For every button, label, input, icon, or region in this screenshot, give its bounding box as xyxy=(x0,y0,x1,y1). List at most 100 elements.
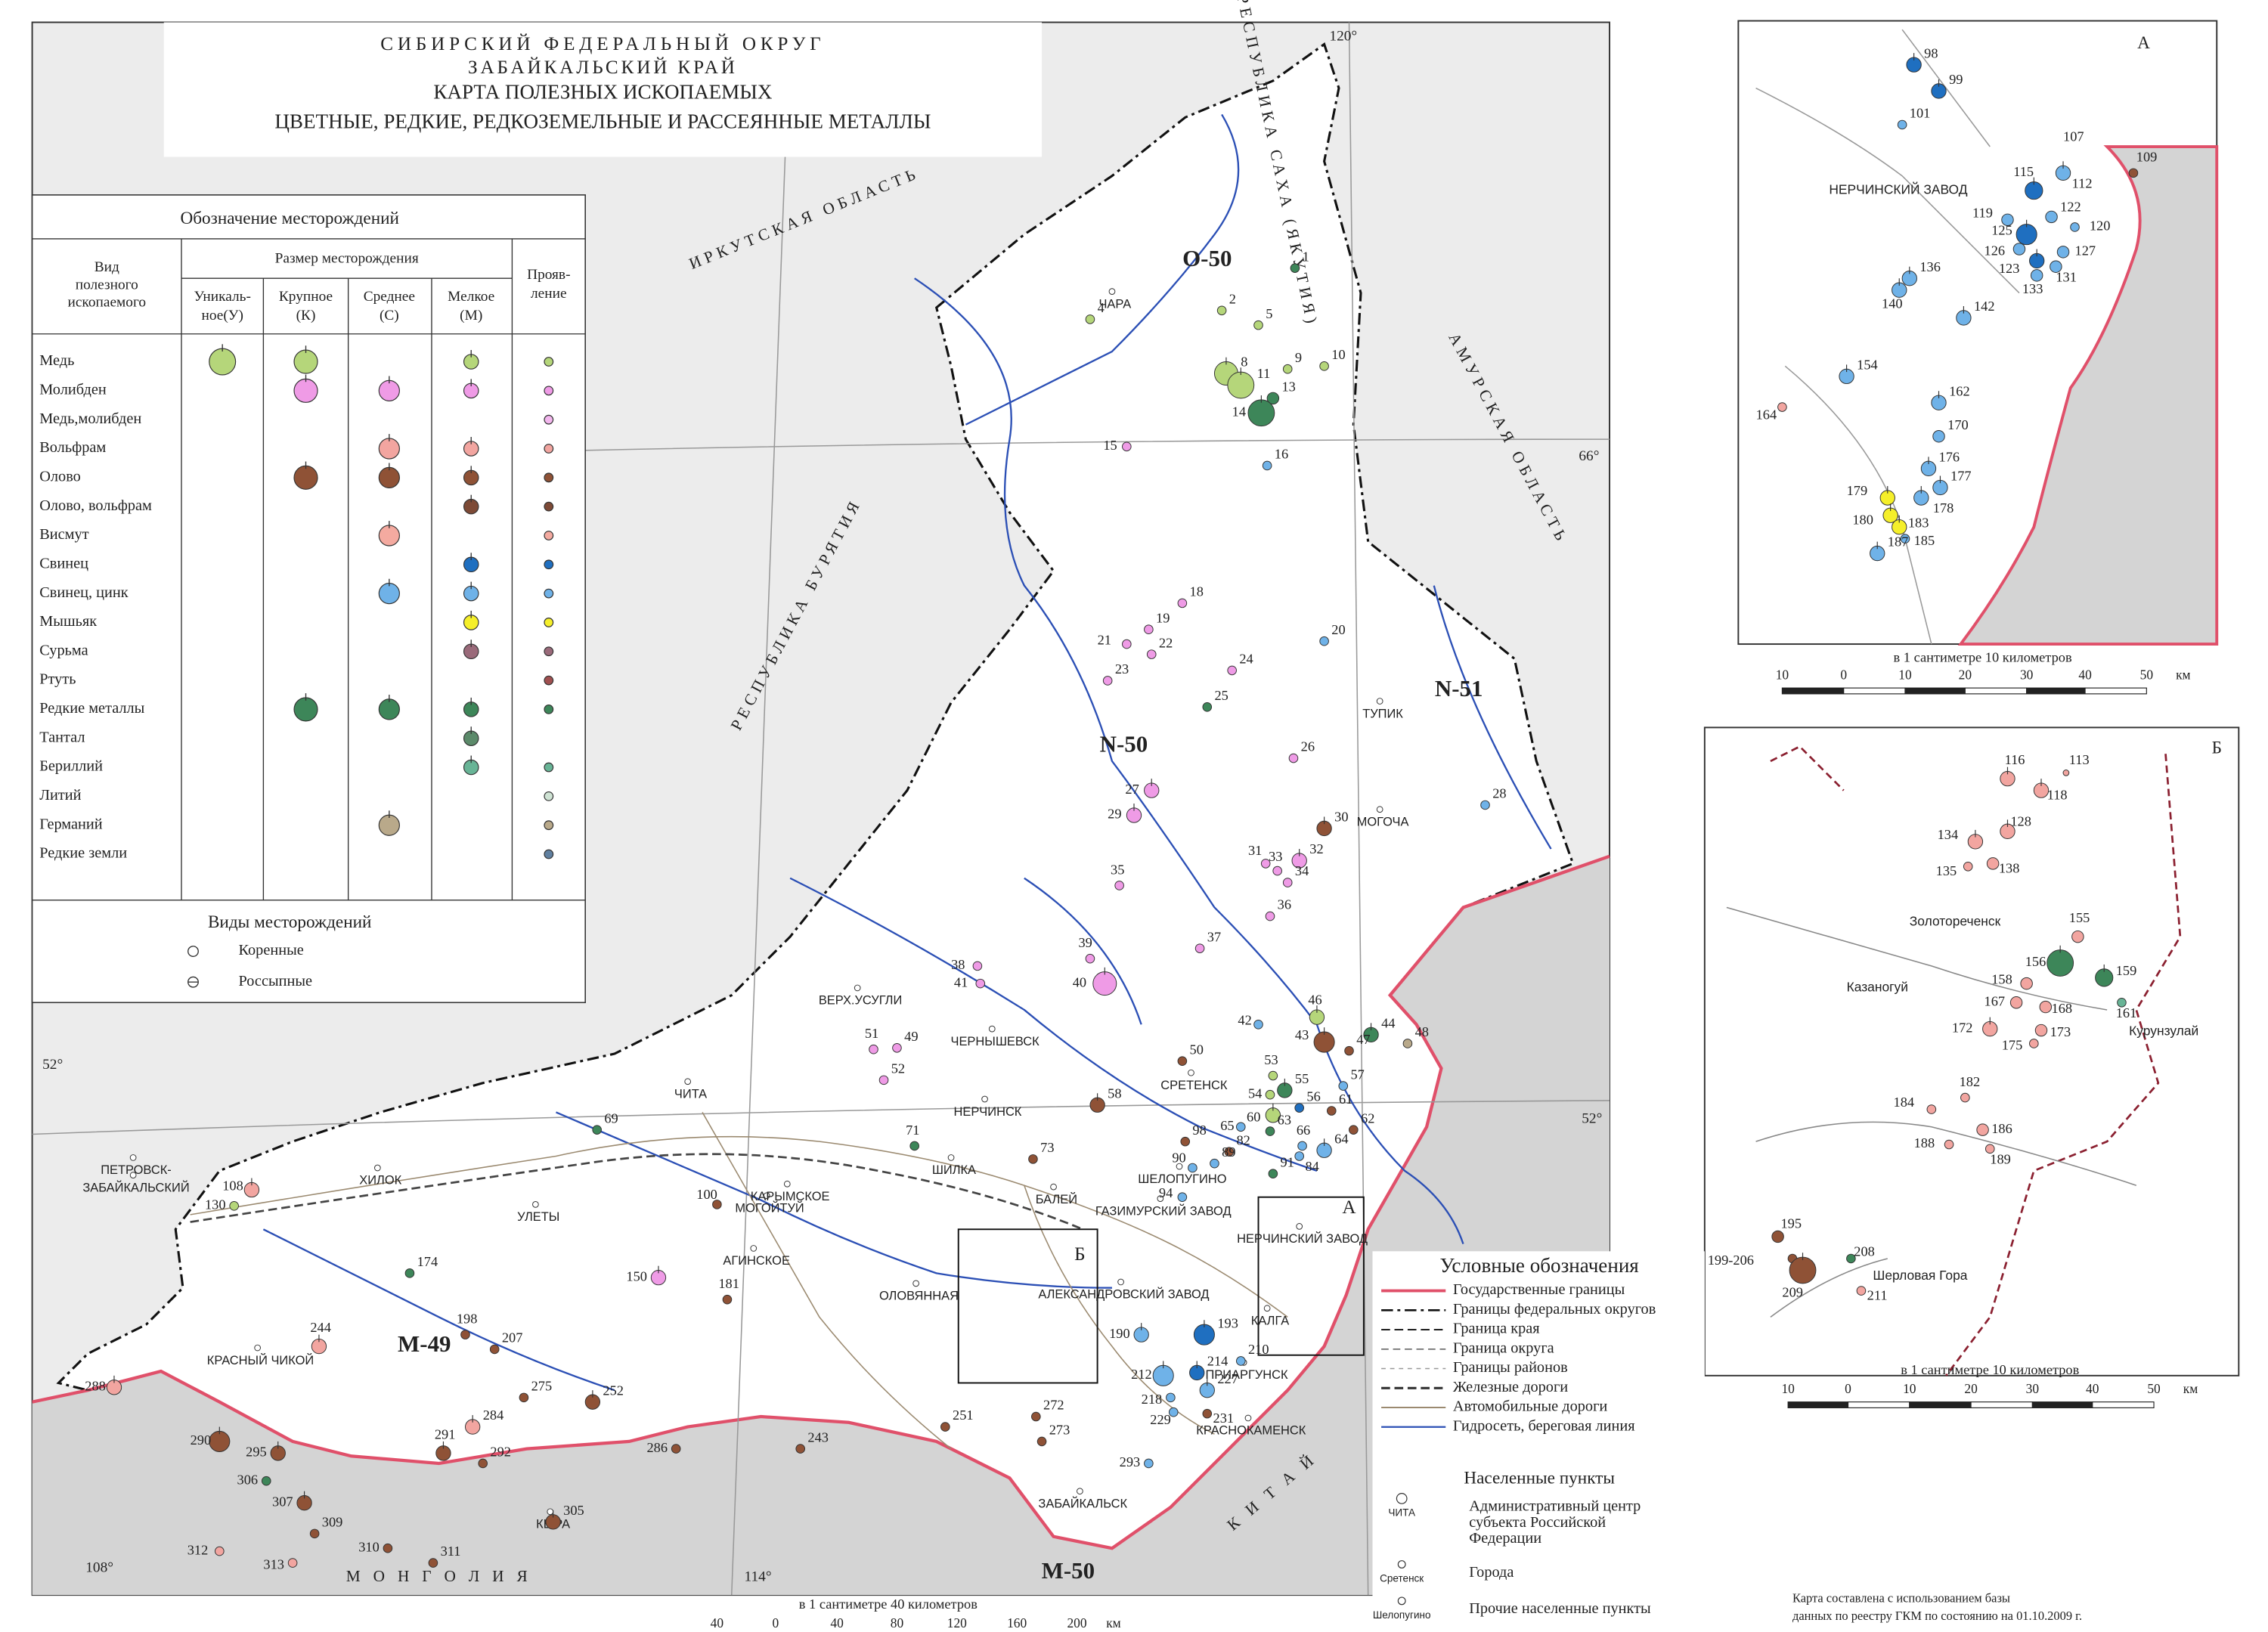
deposit-number: 41 xyxy=(954,974,968,989)
deposit-number: 40 xyxy=(1073,974,1086,989)
deposit-number: 273 xyxy=(1049,1423,1070,1438)
scale-tick-label: 50 xyxy=(2147,1381,2161,1396)
deposit-number: 286 xyxy=(646,1440,668,1455)
deposit-marker xyxy=(1102,676,1113,686)
deposit-marker xyxy=(1177,1192,1188,1202)
deposit-number: 9 xyxy=(1295,350,1302,365)
note-line: Карта составлена с использованием базы xyxy=(1792,1591,2010,1606)
legend-symbol xyxy=(378,525,400,547)
settlement-symbol xyxy=(547,1508,554,1516)
deposit-marker xyxy=(2062,770,2070,776)
deposit-marker xyxy=(1166,1392,1176,1403)
deposit-marker xyxy=(892,1042,902,1053)
inset-place: Курунзулай xyxy=(2129,1023,2198,1039)
settlement-label: Прочие населенные пункты xyxy=(1469,1600,1651,1617)
legend-symbol xyxy=(378,466,400,488)
deposit-marker xyxy=(1122,441,1132,452)
deposit-number: 155 xyxy=(2069,910,2090,925)
deposit-marker xyxy=(1338,1081,1349,1091)
deposit-number: 109 xyxy=(2136,150,2158,165)
deposit-marker xyxy=(1268,1070,1278,1081)
deposit-number: 22 xyxy=(1159,635,1173,650)
deposit-number: 275 xyxy=(531,1379,553,1394)
deposit-number: 65 xyxy=(1220,1118,1234,1133)
scale-tick-label: 30 xyxy=(2020,667,2034,683)
deposit-marker xyxy=(1846,1253,1856,1264)
deposit-number: 209 xyxy=(1782,1285,1803,1300)
deposit-number: 58 xyxy=(1108,1085,1121,1101)
deposit-marker xyxy=(1986,857,2000,870)
deposit-number: 168 xyxy=(2052,1001,2073,1016)
deposit-marker xyxy=(1168,1407,1179,1417)
deposit-number: 127 xyxy=(2075,243,2096,259)
deposit-marker xyxy=(2117,997,2127,1008)
scale-tick-label: 120 xyxy=(947,1615,967,1630)
inset-letter: А xyxy=(2137,33,2150,53)
legend-symbol xyxy=(544,618,554,627)
scale-segment xyxy=(1787,1401,1849,1408)
deposit-number: 293 xyxy=(1120,1454,1141,1469)
settlement-symbol xyxy=(1108,288,1116,295)
legend-symbol xyxy=(544,675,554,686)
size-col-header: (М) xyxy=(460,308,482,324)
deposit-number: 66 xyxy=(1297,1123,1310,1138)
deposit-marker xyxy=(2015,224,2037,246)
legend-symbol xyxy=(544,762,554,773)
deposit-marker xyxy=(1963,861,1973,872)
deposit-marker xyxy=(1944,1139,1954,1150)
place-label: ШИЛКА xyxy=(932,1163,976,1177)
deposit-number: 172 xyxy=(1952,1020,1973,1035)
deposit-marker xyxy=(1926,1104,1937,1114)
inset-b xyxy=(1703,726,2240,1377)
deposit-number: 212 xyxy=(1131,1367,1152,1382)
graticule-label: 52° xyxy=(42,1057,63,1073)
place-label: НЕРЧИНСКИЙ ЗАВОД xyxy=(1237,1231,1368,1246)
deposit-number: 123 xyxy=(1999,261,2020,276)
deposit-marker xyxy=(592,1125,602,1135)
deposit-marker xyxy=(878,1075,889,1085)
deposit-marker xyxy=(1265,1089,1275,1100)
place-label: ЧЕРНЫШЕВСК xyxy=(951,1035,1040,1048)
deposit-marker xyxy=(1932,430,1945,443)
convention-label: Автомобильные дороги xyxy=(1453,1398,1607,1415)
deposit-number: 89 xyxy=(1222,1144,1235,1160)
mineral-name: Бериллий xyxy=(39,758,103,775)
scale-caption: в 1 сантиметре 10 километров xyxy=(1901,1362,2079,1377)
deposit-number: 44 xyxy=(1381,1016,1395,1031)
deposit-marker xyxy=(1777,402,1787,412)
title-line: СИБИРСКИЙ ФЕДЕРАЛЬНЫЙ ОКРУГ xyxy=(380,33,825,54)
inset-a-frame xyxy=(1257,1196,1365,1356)
deposit-marker xyxy=(404,1268,415,1278)
deposit-number: 15 xyxy=(1103,438,1117,453)
settlement-symbol xyxy=(532,1201,539,1208)
deposit-number: 116 xyxy=(2005,752,2025,767)
legend-table: Обозначение месторождений Вид полезного иск… xyxy=(32,209,586,989)
place-label: ПРИАРГУНСК xyxy=(1205,1368,1288,1382)
deposit-marker xyxy=(1085,314,1095,324)
deposit-number: 309 xyxy=(322,1515,343,1530)
deposit-marker xyxy=(1960,1092,1970,1103)
deposit-number: 159 xyxy=(2116,963,2137,978)
deposit-marker xyxy=(1236,1356,1246,1366)
settlement-label: Федерации xyxy=(1469,1530,1541,1547)
title-line: ЗАБАЙКАЛЬСКИЙ КРАЙ xyxy=(468,57,738,78)
deposit-number: 193 xyxy=(1217,1315,1238,1330)
deposit-number: 54 xyxy=(1248,1085,1262,1101)
deposit-number: 135 xyxy=(1936,863,1957,878)
mineral-name: Литий xyxy=(39,787,81,804)
place-label: КРАСНОКАМЕНСК xyxy=(1196,1424,1306,1438)
deposit-marker xyxy=(712,1200,722,1209)
deposit-marker xyxy=(2009,996,2023,1009)
deposit-marker xyxy=(1216,305,1227,316)
deposit-number: 134 xyxy=(1938,827,1959,842)
deposit-marker xyxy=(1202,1408,1213,1419)
deposit-number: 99 xyxy=(1949,72,1963,87)
settlement-symbol xyxy=(1263,1305,1271,1312)
deposit-number: 90 xyxy=(1172,1150,1185,1166)
deposit-number: 23 xyxy=(1115,661,1129,677)
legend-symbol xyxy=(293,349,318,374)
settlement-symbol xyxy=(254,1344,261,1352)
deposit-marker xyxy=(1900,534,1910,544)
place-label: ОЛОВЯННАЯ xyxy=(879,1290,959,1303)
legend-panel xyxy=(31,194,586,1004)
